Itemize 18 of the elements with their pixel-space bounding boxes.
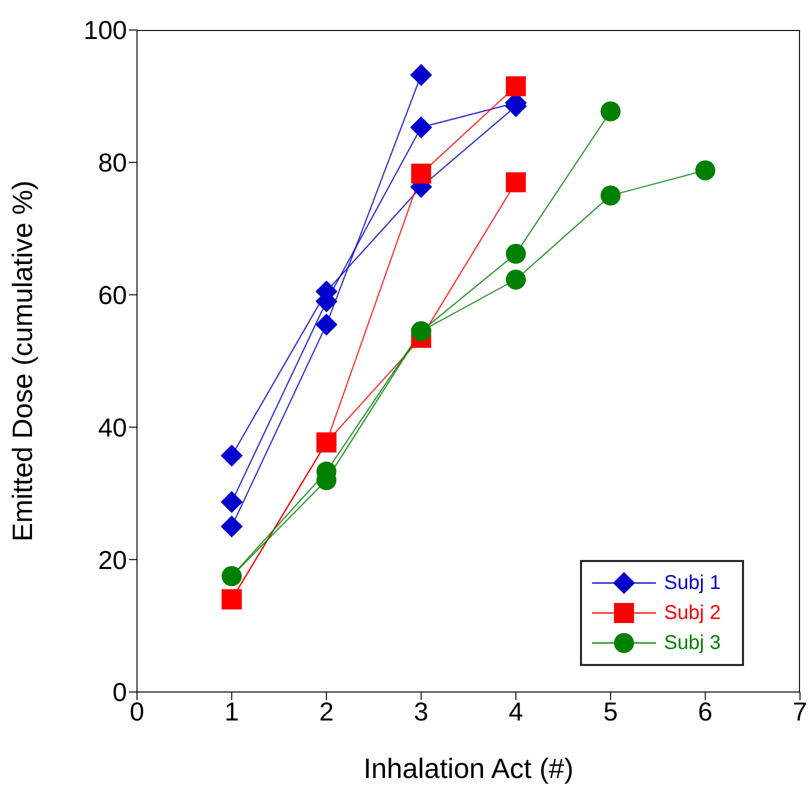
y-tick-label: 0 [112,677,127,708]
x-tick-label: 6 [698,696,713,726]
y-tick-label: 40 [98,412,127,442]
x-tick-label: 1 [224,696,239,726]
y-axis-title: Emitted Dose (cumulative %) [6,180,38,542]
x-tick-label: 2 [319,696,334,726]
x-tick-label: 4 [508,696,524,726]
x-tick-label: 3 [414,696,428,726]
y-tick-label: 80 [98,148,127,178]
x-tick-label: 7 [792,696,808,726]
legend-label: Subj 3 [664,632,721,654]
x-axis-title: Inhalation Act (#) [363,753,574,784]
y-tick-label: 20 [98,544,127,575]
y-tick-label: 100 [84,15,127,46]
y-tick-label: 60 [98,280,127,310]
x-tick-label: 5 [603,696,618,726]
legend-label: Subj 1 [664,572,721,594]
legend-label: Subj 2 [664,602,721,624]
